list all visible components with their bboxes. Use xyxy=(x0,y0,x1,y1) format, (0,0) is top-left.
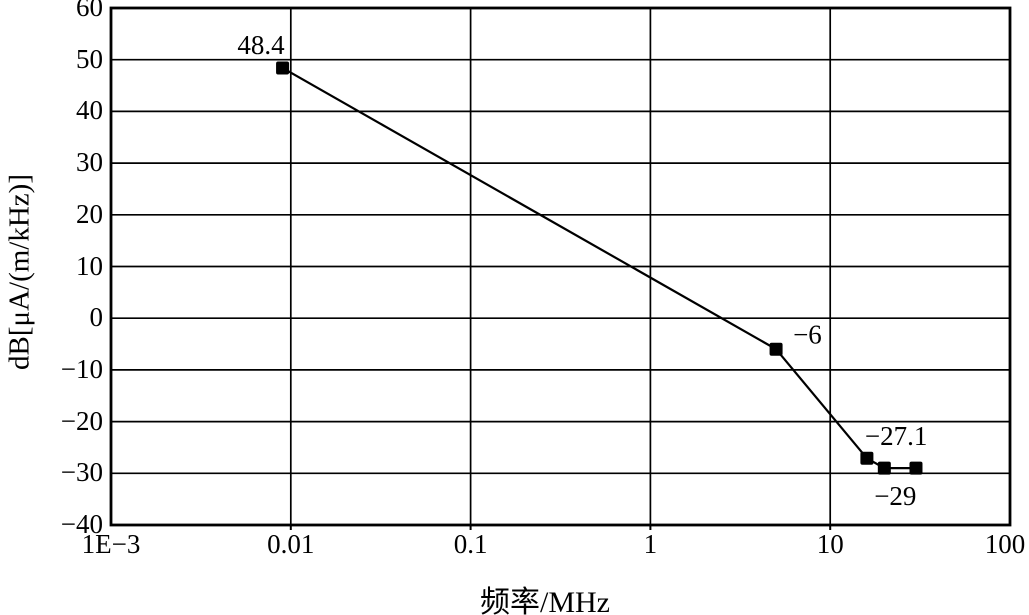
data-point-marker xyxy=(276,61,290,75)
y-tick-label: −30 xyxy=(60,457,103,488)
data-point-marker xyxy=(860,451,874,465)
y-tick-label: 50 xyxy=(76,43,103,74)
y-tick-label: −10 xyxy=(60,353,103,384)
y-axis-title: dB[μA/(m/kHz)] xyxy=(3,174,36,370)
y-tick-label: 20 xyxy=(76,198,103,229)
x-tick-label: 10 xyxy=(816,529,844,559)
y-tick-label: 60 xyxy=(76,0,103,22)
data-point-marker xyxy=(909,461,923,475)
data-point-label: −6 xyxy=(793,319,822,350)
y-tick-label: 0 xyxy=(89,302,104,333)
x-tick-label: 0.1 xyxy=(453,529,488,559)
x-tick-label: 100 xyxy=(984,529,1026,559)
plot-frame xyxy=(109,6,1012,527)
data-point-label: 48.4 xyxy=(237,29,285,60)
y-tick-label: 10 xyxy=(76,250,103,281)
data-point-marker xyxy=(769,342,783,356)
y-tick-label: 40 xyxy=(76,95,103,126)
x-tick-label: 1E−3 xyxy=(81,529,141,559)
y-tick-label: −40 xyxy=(60,508,103,539)
x-tick-label: 0.01 xyxy=(267,529,315,559)
y-tick-label: 30 xyxy=(76,147,103,178)
data-point-marker xyxy=(877,461,891,475)
data-point-label: −27.1 xyxy=(864,421,928,452)
x-tick-label: 1 xyxy=(643,529,658,559)
data-point-label: −29 xyxy=(874,481,917,512)
series-line xyxy=(282,67,916,470)
x-axis-title: 频率/MHz xyxy=(480,586,610,615)
y-tick-label: −20 xyxy=(60,405,103,436)
